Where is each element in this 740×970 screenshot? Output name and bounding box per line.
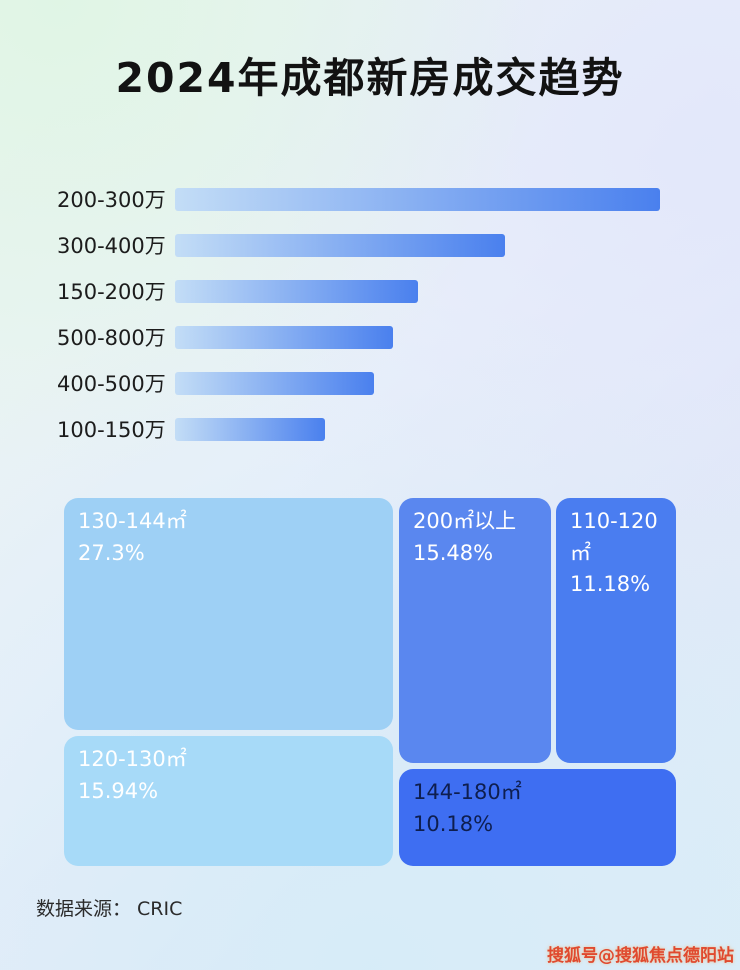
bar xyxy=(175,233,505,257)
treemap-block-144-180: 144-180㎡ 10.18% xyxy=(399,769,676,866)
treemap-chart: 130-144㎡ 27.3% 200㎡以上 15.48% 110-120㎡ 11… xyxy=(64,498,676,866)
treemap-block-value: 15.48% xyxy=(413,540,494,565)
watermark: 搜狐号@搜狐焦点德阳站 xyxy=(547,946,734,966)
bar-row: 300-400万 xyxy=(0,222,740,268)
treemap-block-label: 130-144㎡ xyxy=(78,509,187,533)
bar-row: 400-500万 xyxy=(0,360,740,406)
bar-track xyxy=(175,279,660,303)
bar-label: 200-300万 xyxy=(57,188,166,212)
bar-track xyxy=(175,371,660,395)
bar xyxy=(175,325,394,349)
bar-row: 100-150万 xyxy=(0,406,740,452)
bar-label: 150-200万 xyxy=(57,280,166,304)
treemap-block-value: 11.18% xyxy=(570,572,651,596)
bar-label: 500-800万 xyxy=(57,326,166,350)
bar-row: 150-200万 xyxy=(0,268,740,314)
bar xyxy=(175,187,660,211)
treemap-block-130-144: 130-144㎡ 27.3% xyxy=(64,498,393,730)
data-source-label: 数据来源： CRIC xyxy=(36,898,183,920)
bar xyxy=(175,279,418,303)
bar xyxy=(175,417,326,441)
bar-track xyxy=(175,187,660,211)
bar-track xyxy=(175,417,660,441)
treemap-block-value: 15.94% xyxy=(78,778,159,803)
treemap-block-label: 144-180㎡ xyxy=(413,780,522,804)
treemap-block-label: 120-130㎡ xyxy=(78,747,187,771)
bar-track xyxy=(175,233,660,257)
treemap-block-value: 27.3% xyxy=(78,540,145,565)
page-title: 2024年成都新房成交趋势 xyxy=(115,54,625,102)
treemap-block-200-plus: 200㎡以上 15.48% xyxy=(399,498,551,763)
treemap-block-value: 10.18% xyxy=(413,811,494,836)
treemap-block-110-120: 110-120㎡ 11.18% xyxy=(556,498,676,763)
treemap-block-label: 110-120㎡ xyxy=(570,509,658,565)
bar-label: 100-150万 xyxy=(57,418,166,442)
bar-label: 400-500万 xyxy=(57,372,166,396)
bar-row: 200-300万 xyxy=(0,176,740,222)
bar-label: 300-400万 xyxy=(57,234,166,258)
treemap-block-label: 200㎡以上 xyxy=(413,509,517,533)
bar-row: 500-800万 xyxy=(0,314,740,360)
treemap-block-120-130: 120-130㎡ 15.94% xyxy=(64,736,393,866)
bar xyxy=(175,371,374,395)
bar-track xyxy=(175,325,660,349)
bar-chart: 200-300万 300-400万 150-200万 500-800万 400-500万… xyxy=(0,176,740,452)
